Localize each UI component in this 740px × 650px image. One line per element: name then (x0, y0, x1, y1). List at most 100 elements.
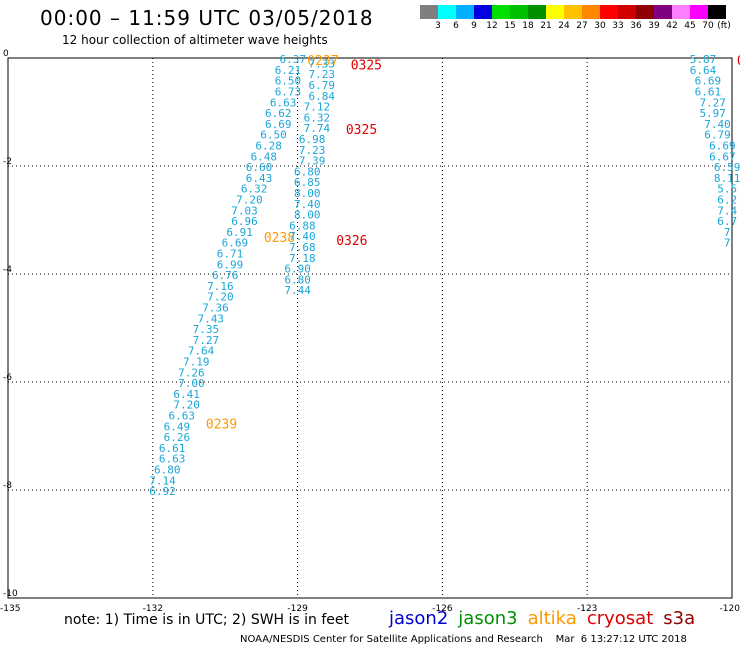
color-swatch (438, 5, 456, 19)
y-tick-label: 0 (3, 49, 9, 59)
wave-height-value: 6.28 (255, 139, 282, 152)
wave-height-value: 6.69 (222, 237, 249, 250)
wave-height-value: 6.79 (704, 129, 731, 142)
wave-height-value: 6.76 (212, 269, 239, 282)
wave-height-value: 6.48 (251, 150, 278, 163)
wave-height-value: 6.43 (246, 172, 273, 185)
wave-height-value: 6.80 (294, 165, 321, 178)
y-tick-label: -10 (3, 589, 18, 599)
chart-title: 00:00 – 11:59 UTC 03/05/2018 (40, 6, 374, 30)
wave-height-value: 6.90 (284, 263, 311, 276)
wave-height-value: 6.50 (260, 129, 287, 142)
x-tick-label: -126 (432, 604, 453, 614)
wave-height-value: 6.67 (709, 150, 736, 163)
wave-height-value: 7.16 (207, 280, 234, 293)
color-swatch (564, 5, 582, 19)
wave-height-value: 6.59 (714, 161, 740, 174)
wave-height-value: 6.26 (164, 431, 191, 444)
wave-height-value: 7.40 (294, 198, 321, 211)
pass-time-label: 0238 (264, 231, 295, 246)
color-scale-ticks: 3 6 9 12 15 18 21 24 27 30 33 36 39 42 45 70 (ft) (420, 21, 740, 33)
wave-height-value: 6.32 (241, 183, 268, 196)
track-altika: 6.376.216.506.736.636.626.696.506.286.48… (149, 53, 338, 498)
wave-height-value: 7.23 (308, 68, 335, 81)
color-scale-bar (420, 5, 726, 19)
wave-height-value: 7.00 (178, 377, 205, 390)
wave-height-value: 8.00 (294, 209, 321, 222)
wave-height-value: 6.99 (217, 258, 244, 271)
wave-height-value: 7.27 (699, 96, 726, 109)
color-swatch (708, 5, 726, 19)
wave-height-value: 7.27 (193, 334, 220, 347)
wave-height-value: 7.35 (193, 323, 220, 336)
wave-height-value: 7.20 (173, 399, 200, 412)
track-east: 5.876.646.696.617.275.977.406.796.696.67… (690, 53, 740, 250)
wave-height-value: 7.26 (178, 366, 205, 379)
color-scale-tick-label: 27 (576, 21, 588, 31)
wave-height-value: 6.84 (308, 90, 335, 103)
color-scale-tick-label: 6 (453, 21, 459, 31)
x-tick-label: -132 (143, 604, 163, 614)
color-scale-tick-label: 3 (435, 21, 441, 31)
wave-height-value: 6.50 (275, 75, 302, 88)
wave-height-value: 6.61 (695, 85, 722, 98)
wave-height-value: 6.79 (308, 79, 335, 92)
color-scale-tick-label: 15 (504, 21, 516, 31)
x-tick-label: -123 (577, 604, 597, 614)
color-scale-tick-label: 21 (540, 21, 552, 31)
wave-height-value: 6.69 (695, 75, 722, 88)
x-tick-label: -135 (0, 604, 20, 614)
wave-height-value: 7.36 (202, 301, 229, 314)
color-scale-tick-label: (ft) (717, 21, 731, 31)
y-tick-label: -8 (3, 481, 12, 491)
wave-height-value: 8.11 (714, 172, 740, 185)
wave-height-value: 6.37 (280, 53, 307, 66)
wave-height-value: 7.03 (231, 204, 258, 217)
wave-height-value: 6.7 (717, 215, 737, 228)
wave-height-value: 6.41 (173, 388, 200, 401)
wave-height-value: 7.43 (197, 312, 224, 325)
legend-item-altika: altika (527, 608, 577, 629)
wave-height-value: 7.40 (704, 118, 731, 131)
wave-height-value: 6.64 (690, 64, 717, 77)
wave-height-value: 6.63 (159, 453, 186, 466)
pass-time-label: 0239 (206, 418, 237, 433)
wave-height-value: 5.97 (699, 107, 726, 120)
wave-height-value: 7.33 (308, 57, 335, 70)
pass-time-label: 0326 (336, 234, 367, 249)
color-swatch (456, 5, 474, 19)
color-swatch (672, 5, 690, 19)
color-swatch (600, 5, 618, 19)
color-swatch (654, 5, 672, 19)
color-scale-tick-label: 12 (486, 21, 498, 31)
legend-item-cryosat: cryosat (586, 608, 654, 629)
wave-height-value: 6.85 (294, 176, 321, 189)
color-scale-tick-label: 24 (558, 21, 570, 31)
wave-height-value: 6.88 (289, 219, 316, 232)
wave-height-value: 6.49 (164, 420, 191, 433)
color-swatch (528, 5, 546, 19)
plot-frame (7, 57, 733, 599)
wave-height-value: 6.32 (304, 111, 331, 124)
pass-time-label: 0325 (351, 58, 382, 73)
wave-height-value: 7.4 (717, 204, 737, 217)
wave-height-value: 7.44 (284, 284, 311, 297)
wave-height-value: 6.69 (265, 118, 292, 131)
wave-height-value: 7.40 (289, 230, 316, 243)
pass-time-label: 0237 (307, 54, 338, 69)
pass-time-label: 08 (737, 54, 740, 69)
color-scale-tick-label: 36 (630, 21, 642, 31)
wave-height-value: 6.96 (231, 215, 258, 228)
wave-height-value: 7 (724, 237, 731, 250)
wave-height-value: 6.21 (275, 64, 302, 77)
color-swatch (546, 5, 564, 19)
wave-height-value: 7.14 (149, 474, 176, 487)
wave-height-value: 6.98 (299, 133, 326, 146)
x-tick-label: -129 (287, 604, 308, 614)
wave-height-value: 7.74 (304, 122, 331, 135)
y-tick-label: -6 (3, 373, 12, 383)
wave-height-value: 7 (724, 226, 731, 239)
y-tick-label: -4 (3, 265, 12, 275)
wave-height-value: 6.61 (159, 442, 186, 455)
wave-height-value: 6.69 (709, 139, 736, 152)
